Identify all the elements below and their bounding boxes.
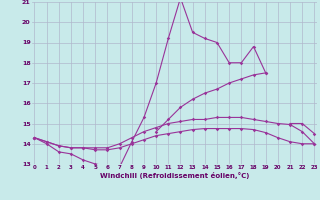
X-axis label: Windchill (Refroidissement éolien,°C): Windchill (Refroidissement éolien,°C): [100, 172, 249, 179]
